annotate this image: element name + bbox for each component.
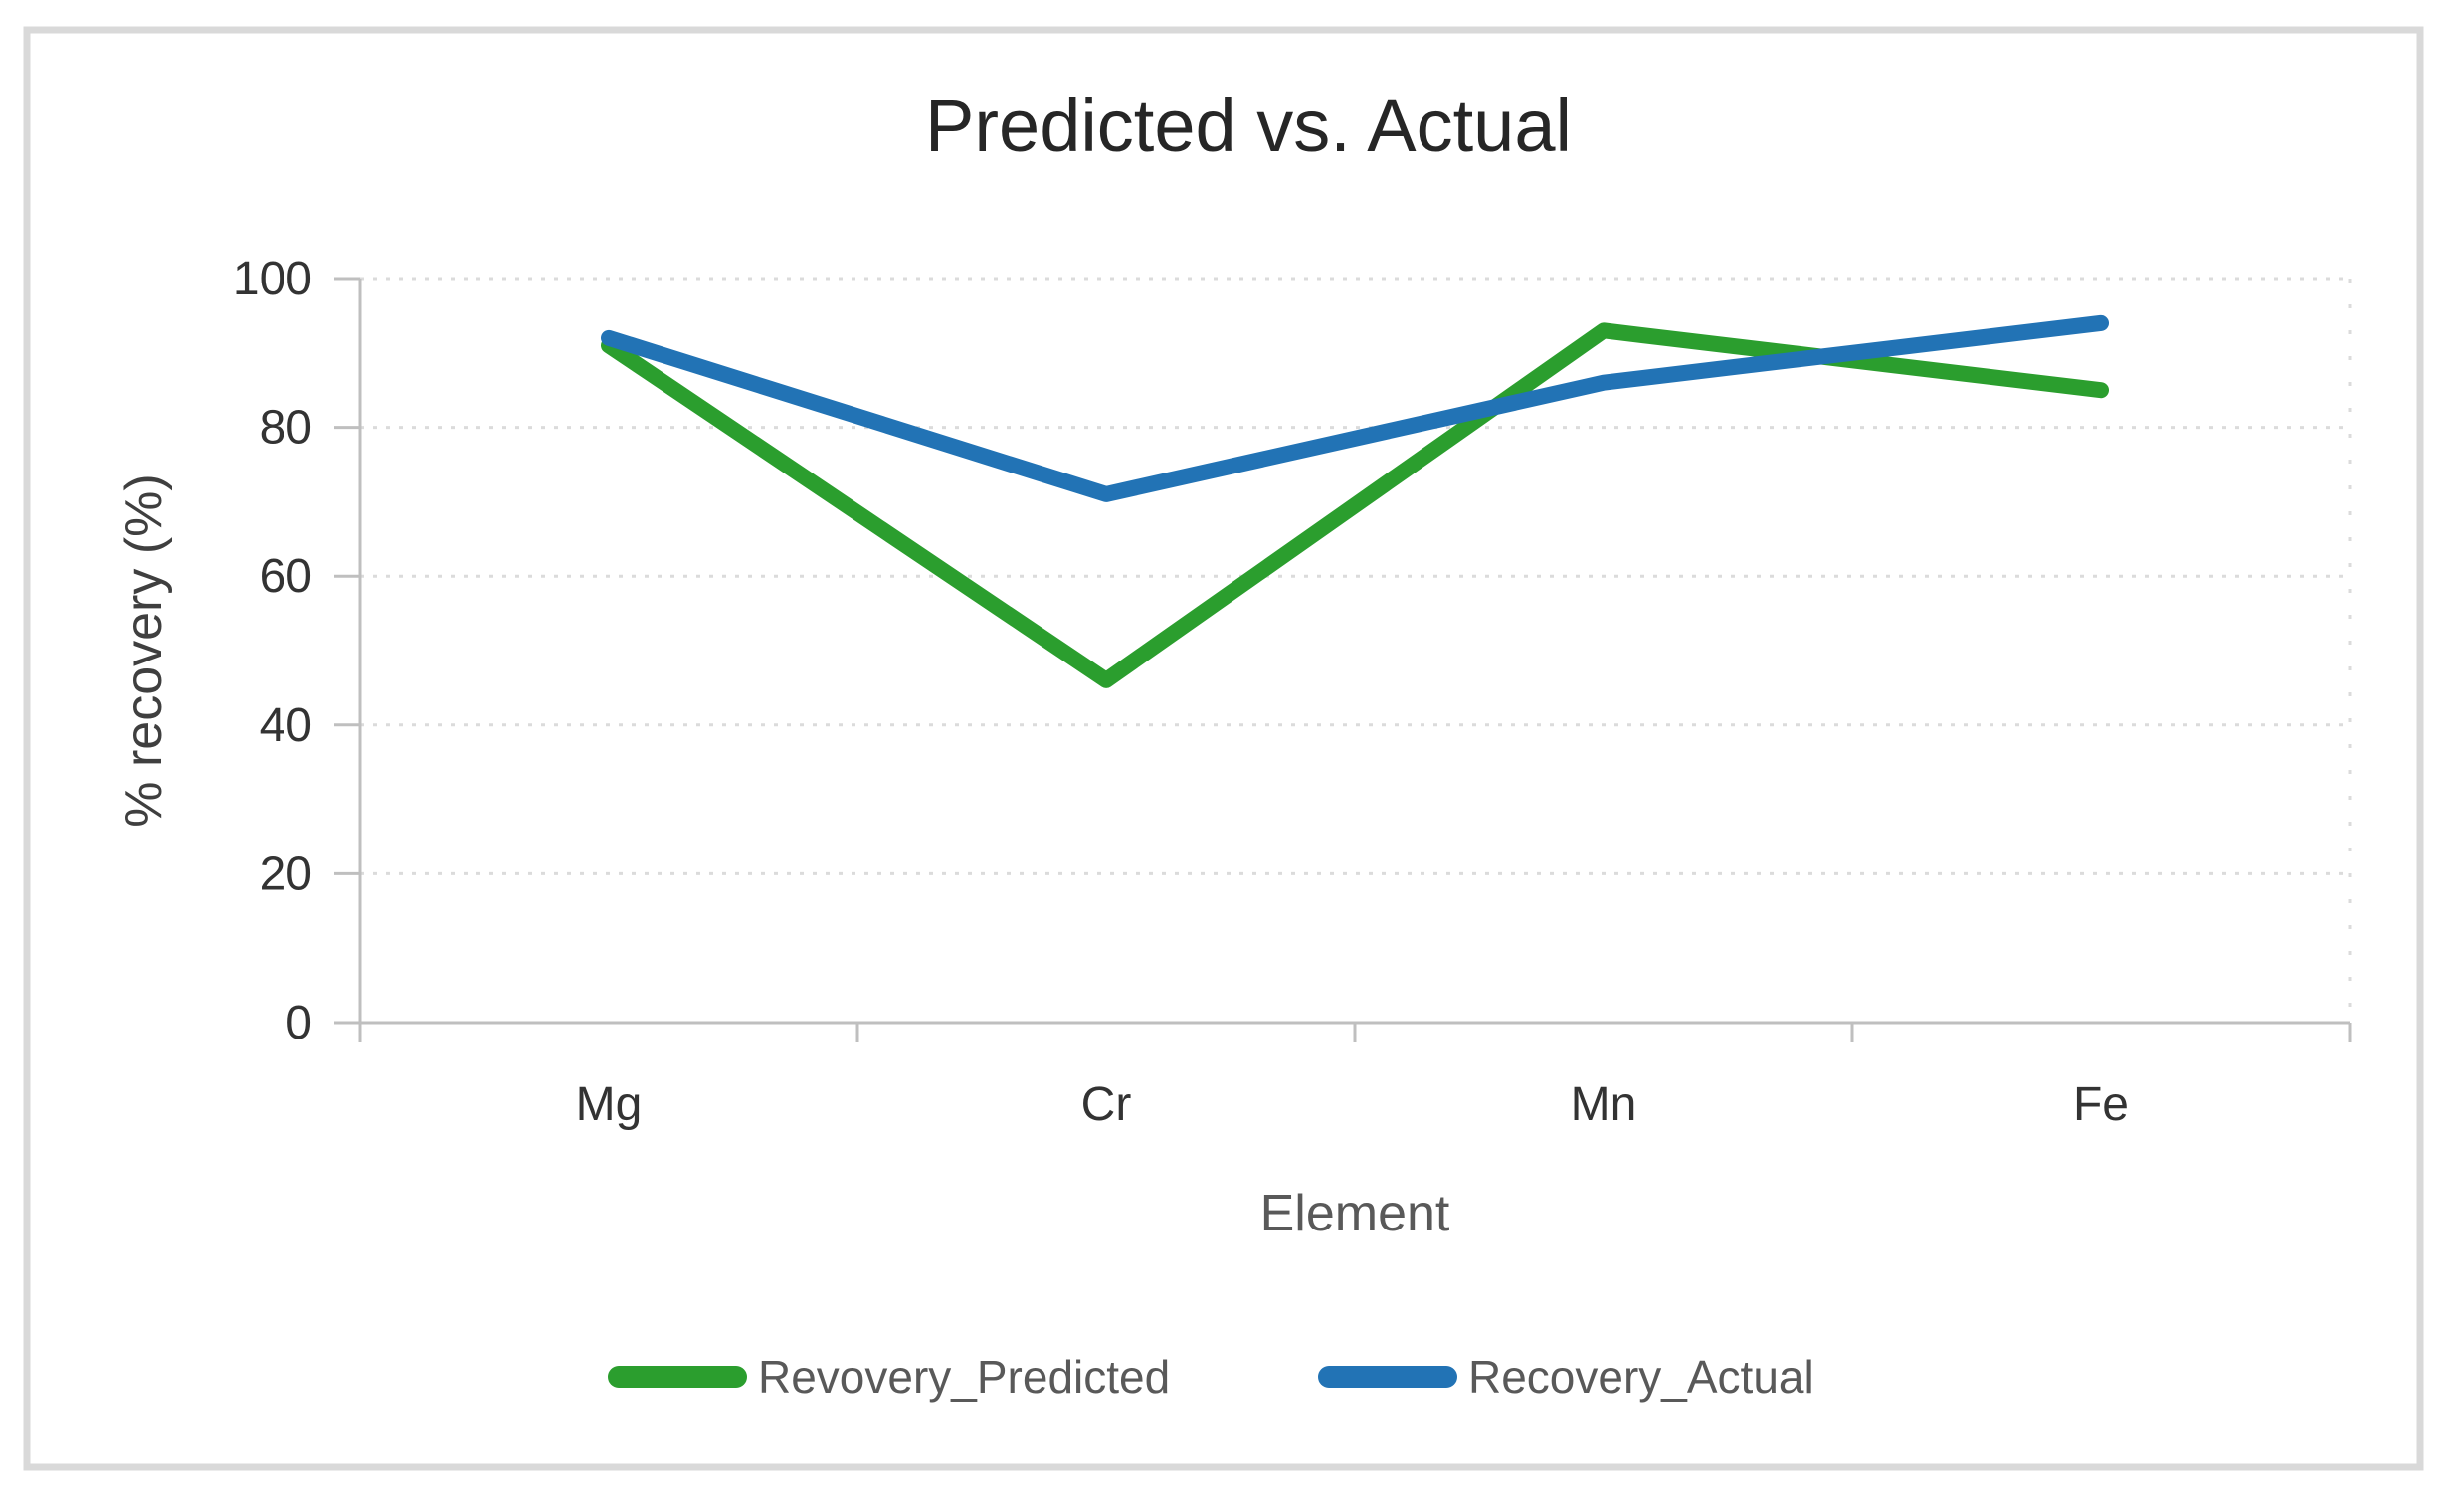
x-tick-label-Fe: Fe (2073, 1078, 2129, 1131)
y-tick-label-60: 60 (260, 550, 312, 603)
legend-label-predicted: Revovery_Predicted (758, 1351, 1170, 1403)
y-tick-label-0: 0 (285, 997, 312, 1049)
x-tick-label-Mg: Mg (576, 1078, 643, 1131)
legend: Revovery_Predicted Recovery_Actual (608, 1351, 1814, 1403)
axes (334, 277, 2352, 1042)
y-tick-label-20: 20 (260, 848, 312, 900)
x-tick-label-Mn: Mn (1571, 1078, 1637, 1131)
y-axis-title: % recovery (%) (115, 473, 173, 827)
y-axis-tick-labels: 0 20 40 60 80 100 (233, 253, 312, 1049)
series-line-Recovery_Actual (601, 314, 2109, 502)
chart-border (23, 26, 2424, 1471)
gridlines (360, 277, 2352, 1023)
legend-label-actual: Recovery_Actual (1468, 1351, 1814, 1403)
x-axis-title: Element (1260, 1185, 1450, 1242)
series-lines (601, 314, 2109, 688)
chart-title: Predicted vs. Actual (925, 85, 1572, 167)
x-tick-label-Cr: Cr (1081, 1078, 1132, 1131)
y-tick-label-40: 40 (260, 699, 312, 752)
x-axis-tick-labels: Mg Cr Mn Fe (576, 1078, 2129, 1131)
y-tick-label-80: 80 (260, 402, 312, 455)
y-tick-label-100: 100 (233, 253, 312, 305)
